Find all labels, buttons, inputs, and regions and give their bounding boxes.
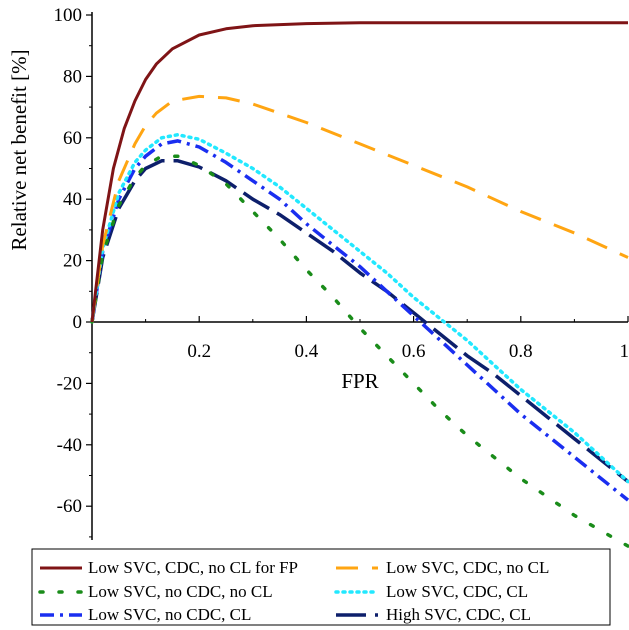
legend-label-4: Low SVC, no CDC, CL xyxy=(88,605,251,624)
series-line-3 xyxy=(90,132,629,484)
x-axis-ticks: 0.2 0.4 0.6 0.8 1 xyxy=(145,316,629,362)
series-line-0 xyxy=(90,21,628,323)
y-axis-title: Relative net benefit [%] xyxy=(7,49,31,250)
y-tick-label: 80 xyxy=(63,66,82,87)
series-layer xyxy=(90,21,629,548)
legend-items: Low SVC, CDC, no CL for FP Low SVC, CDC, … xyxy=(38,558,549,624)
x-axis-title: FPR xyxy=(341,369,378,393)
x-tick-label: 1 xyxy=(620,341,629,362)
series-line-1 xyxy=(90,94,629,323)
legend-label-0: Low SVC, CDC, no CL for FP xyxy=(88,558,298,577)
series-line-2 xyxy=(90,154,629,548)
y-tick-label: 100 xyxy=(54,5,83,26)
y-tick-label: 20 xyxy=(63,251,82,272)
legend-label-2: Low SVC, no CDC, no CL xyxy=(88,582,273,601)
x-tick-label: 0.4 xyxy=(295,341,319,362)
y-tick-label: 40 xyxy=(63,189,82,210)
legend-box xyxy=(31,548,611,626)
legend: Low SVC, CDC, no CL for FP Low SVC, CDC, … xyxy=(31,548,611,626)
y-tick-label: -60 xyxy=(57,496,82,517)
legend-label-3: Low SVC, CDC, CL xyxy=(386,582,528,601)
y-axis-ticks: 100 80 60 40 20 0 -20 -40 -60 xyxy=(54,5,92,538)
y-tick-label: -20 xyxy=(57,373,82,394)
y-tick-label: -40 xyxy=(57,435,82,456)
legend-label-1: Low SVC, CDC, no CL xyxy=(386,558,549,577)
legend-label-5: High SVC, CDC, CL xyxy=(386,605,531,624)
y-tick-label: 60 xyxy=(63,128,82,149)
x-tick-label: 0.6 xyxy=(402,341,426,362)
series-line-4 xyxy=(90,139,629,502)
y-tick-label: 0 xyxy=(73,312,83,333)
series-line-5 xyxy=(90,159,629,483)
x-tick-label: 0.2 xyxy=(187,341,211,362)
x-tick-label: 0.8 xyxy=(509,341,533,362)
